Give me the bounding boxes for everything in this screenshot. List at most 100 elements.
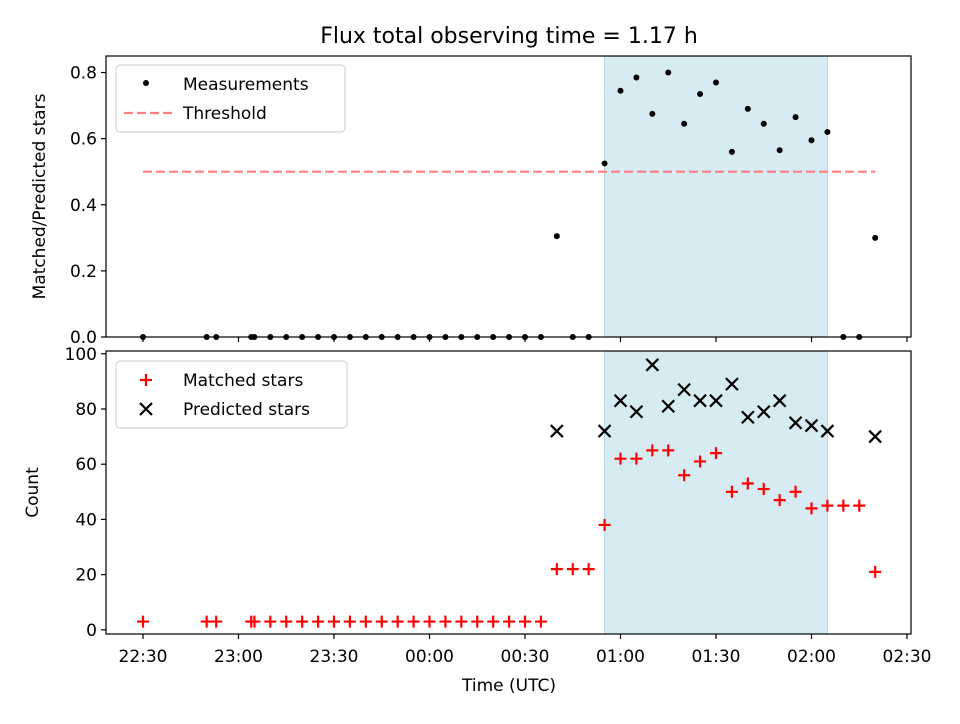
matched-stars-point [391, 615, 404, 628]
top-shaded-region [604, 55, 828, 338]
top-y-tick-label: 0.4 [70, 196, 97, 216]
matched-stars-point [773, 494, 786, 507]
measurement-point [713, 79, 719, 86]
matched-stars-point [614, 452, 627, 465]
matched-stars-point [359, 615, 372, 628]
matched-stars-point [837, 499, 850, 512]
legend-threshold-label: Threshold [182, 104, 267, 124]
predicted-stars-point [645, 358, 660, 372]
matched-stars-point [248, 615, 261, 628]
legend-matched-label: Matched stars [183, 371, 303, 391]
matched-stars-point [550, 563, 563, 576]
matched-stars-point [137, 615, 149, 628]
matched-stars-point [582, 563, 595, 576]
matched-stars-point [407, 615, 420, 628]
matched-stars-point [343, 615, 356, 628]
top-y-tick-label: 0.0 [70, 328, 97, 348]
x-tick-label: 23:30 [310, 647, 359, 667]
matched-stars-point [455, 615, 468, 628]
matched-stars-point [423, 615, 436, 628]
matched-stars-point [280, 615, 293, 628]
matched-stars-point [821, 499, 834, 512]
top-panel: 0.00.20.40.60.8 Matched/Predicted stars … [30, 55, 912, 348]
top-y-tick-label: 0.2 [70, 262, 97, 282]
predicted-stars-point [693, 393, 707, 408]
matched-stars-point [853, 499, 866, 512]
predicted-stars-point [804, 418, 819, 433]
measurement-point [665, 69, 672, 76]
predicted-stars-point [677, 382, 691, 397]
matched-stars-point [805, 502, 818, 515]
matched-stars-point [741, 477, 754, 490]
x-tick-label: 23:00 [214, 647, 263, 667]
predicted-stars-point [756, 404, 771, 419]
measurement-point [649, 110, 656, 117]
legend-measurements-marker [143, 80, 149, 86]
x-tick-label: 00:00 [405, 647, 454, 667]
measurement-point [697, 91, 704, 98]
measurement-point [728, 148, 735, 155]
predicted-stars-point [629, 404, 644, 419]
matched-stars-point [789, 485, 802, 498]
matched-stars-point [296, 615, 309, 628]
bottom-y-tick-label: 20 [75, 566, 97, 586]
matched-stars-point [264, 615, 277, 628]
measurement-point [776, 147, 783, 154]
predicted-stars-point [820, 424, 835, 438]
bottom-y-tick-label: 100 [65, 345, 97, 365]
top-y-ticks: 0.0 0.2 0.4 0.6 0.8 [70, 64, 106, 348]
bottom-legend: Matched stars Predicted stars [115, 360, 348, 429]
matched-stars-point [312, 615, 325, 628]
x-tick-label: 22:30 [119, 647, 168, 667]
predicted-stars-point [550, 424, 564, 438]
top-y-tick-label: 0.8 [70, 64, 97, 84]
matched-stars-point [534, 615, 547, 628]
bottom-y-tick-label: 60 [75, 455, 97, 475]
matched-stars-point [694, 455, 707, 468]
bottom-y-tick-label: 40 [75, 510, 97, 530]
chart-title: Flux total observing time = 1.17 h [320, 24, 698, 49]
predicted-stars-point [597, 424, 612, 438]
legend-predicted-marker [139, 402, 153, 416]
bottom-y-axis-label: Count [23, 467, 43, 518]
bottom-axes-frame [105, 350, 912, 635]
x-tick-label: 01:00 [596, 647, 645, 667]
matched-stars-point [210, 615, 223, 628]
matched-stars-point [503, 615, 516, 628]
legend-matched-marker [140, 374, 152, 386]
measurement-point [617, 87, 624, 94]
matched-stars-point [519, 615, 531, 628]
predicted-stars-point [725, 377, 739, 391]
matched-stars-points [137, 444, 882, 628]
matched-stars-point [566, 563, 579, 576]
bottom-y-tick-label: 80 [75, 400, 97, 420]
x-tick-label: 01:30 [692, 647, 741, 667]
matched-stars-point [487, 615, 500, 628]
top-legend: Measurements Threshold [115, 64, 346, 133]
measurement-point [792, 114, 799, 121]
matched-stars-point [630, 452, 643, 465]
bottom-y-tick-label: 0 [86, 621, 97, 641]
matched-stars-point [710, 447, 722, 460]
bottom-x-ticks: 22:30 23:00 23:30 00:00 00:30 01:00 01:30 02:00… [119, 634, 932, 667]
predicted-stars-points [550, 358, 882, 444]
matched-stars-point [471, 615, 484, 628]
matched-stars-point [757, 483, 770, 496]
x-axis-label: Time (UTC) [461, 676, 556, 696]
legend-predicted-label: Predicted stars [183, 400, 310, 420]
top-y-axis-label: Matched/Predicted stars [30, 93, 50, 299]
bottom-panel: 0 20 40 60 80 100 22:30 23:00 23:30 00:00 00:30 01… [23, 345, 932, 696]
measurement-point [744, 105, 751, 112]
top-axes-frame [105, 55, 912, 338]
matched-stars-point [439, 615, 452, 628]
x-tick-label: 00:30 [501, 647, 550, 667]
predicted-stars-point [661, 399, 676, 413]
matched-stars-point [598, 518, 611, 531]
matched-stars-point [678, 469, 691, 482]
x-tick-label: 02:00 [787, 647, 836, 667]
matched-stars-point [725, 485, 738, 498]
measurement-point [808, 137, 815, 144]
measurement-point [872, 234, 879, 241]
predicted-stars-point [868, 429, 882, 444]
predicted-stars-point [772, 393, 787, 408]
